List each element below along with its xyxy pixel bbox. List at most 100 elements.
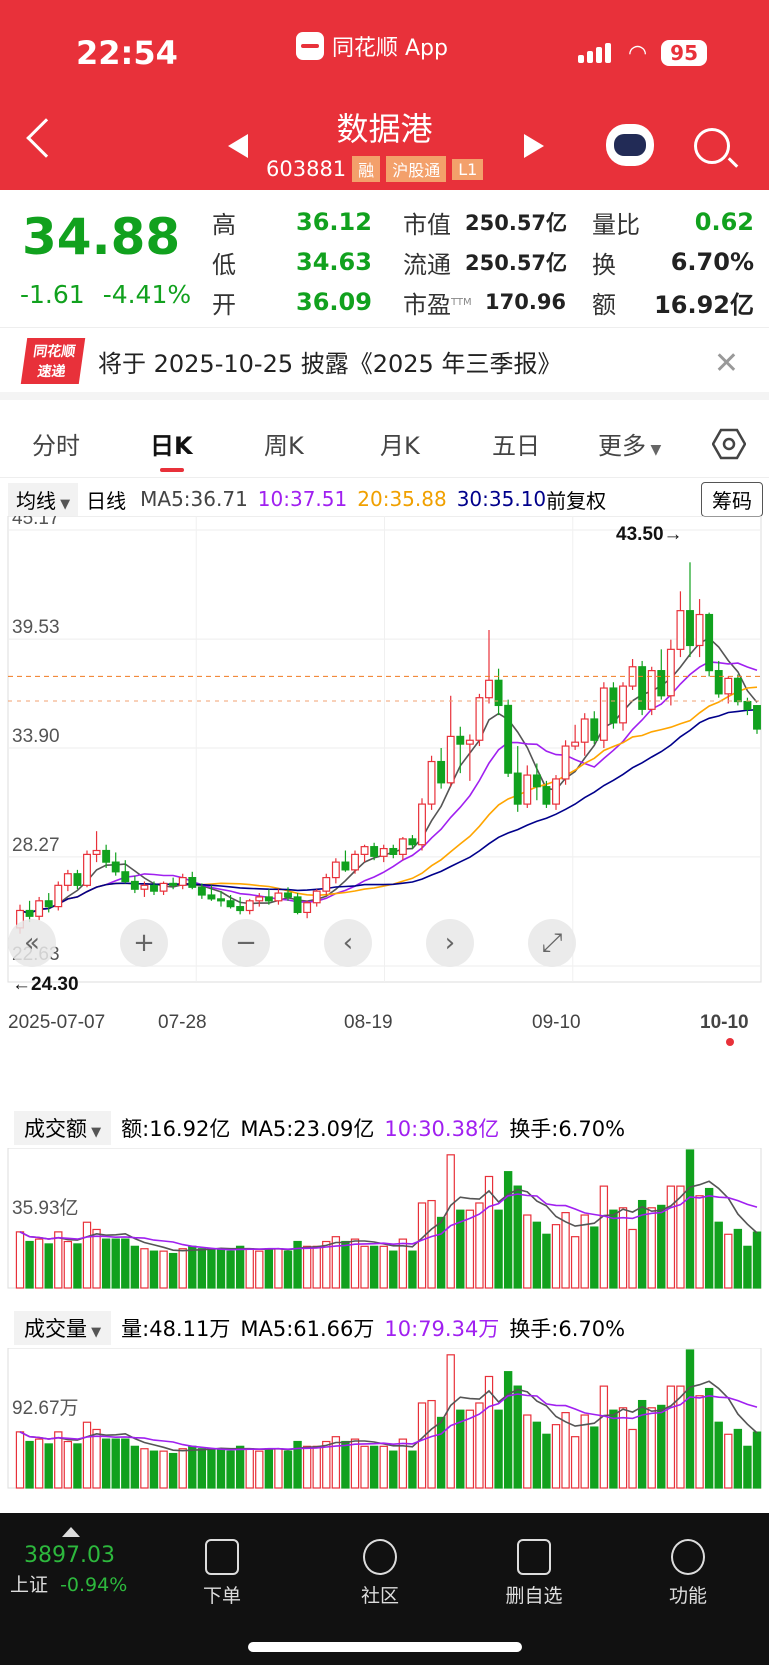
chart-control-button — [528, 919, 576, 967]
chart-control-button — [324, 919, 372, 967]
order-icon — [205, 1539, 239, 1575]
nav-functions[interactable]: 功能 — [648, 1539, 728, 1608]
candle-body — [150, 884, 158, 892]
chips-button[interactable]: 筹码 — [701, 482, 763, 517]
nav-remove-watchlist[interactable]: 删自选 — [494, 1539, 574, 1608]
volume-bar — [15, 1231, 25, 1289]
candle-body — [83, 853, 91, 886]
volume-bar — [523, 1414, 532, 1489]
chart-control-icon: − — [235, 928, 257, 958]
current-price: 34.88 — [22, 208, 181, 266]
volume-bar — [494, 1209, 503, 1289]
robot-assistant-icon[interactable] — [606, 124, 654, 166]
dropdown-arrow-icon: ▼ — [646, 442, 662, 458]
x-axis-label: 09-10 — [532, 1012, 581, 1033]
turnover-chart: 35.93亿 — [7, 1148, 762, 1289]
volume-bar — [695, 1395, 704, 1489]
x-axis-label: 2025-07-07 — [8, 1012, 105, 1033]
quote-col-2: 市值 250.57亿 流通 250.57亿 市盈 TTM 170.96 — [403, 202, 567, 322]
volume-bar — [733, 1428, 743, 1489]
chart-control-icon: ⤢ — [542, 928, 563, 958]
volume-bar — [714, 1221, 723, 1289]
tab-five-day[interactable]: 五日 — [492, 432, 540, 460]
volume-bar — [676, 1185, 685, 1289]
volume-bar — [235, 1445, 245, 1489]
ma-selector[interactable]: 均线 ▼ — [8, 482, 79, 516]
adjust-label[interactable]: 前复权 — [546, 488, 607, 513]
candle-body — [686, 610, 694, 647]
search-icon[interactable] — [694, 128, 730, 164]
tab-daily-k[interactable]: 日K — [150, 432, 193, 460]
ma-selector-label: 均线 — [16, 488, 56, 513]
volume-bar — [456, 1409, 465, 1489]
volume-bar — [752, 1231, 762, 1289]
current-day-dot — [726, 1038, 734, 1046]
volume-bar — [599, 1385, 609, 1489]
volume-bar — [341, 1240, 350, 1289]
candle-body — [475, 697, 484, 741]
volume-ma10-line — [19, 1393, 758, 1451]
tag-connect: 沪股通 — [386, 156, 447, 182]
volume-bar — [580, 1414, 589, 1489]
candle-body — [599, 687, 608, 741]
volume-bar — [302, 1445, 312, 1489]
volume-bar — [216, 1248, 226, 1289]
index-widget[interactable]: 3897.03 上证 -0.94% — [10, 1527, 127, 1597]
volume-bar — [255, 1250, 264, 1289]
volume-bar — [322, 1440, 331, 1489]
tab-weekly-k[interactable]: 周K — [264, 432, 304, 460]
volume-bar — [34, 1438, 44, 1489]
volume-bar — [637, 1399, 647, 1489]
nav-order-label: 下单 — [202, 1585, 241, 1607]
notice-banner[interactable]: 同花顺 速递 将于 2025-10-25 披露《2025 年三季报》 ✕ — [0, 330, 769, 400]
vol-ratio-label: 量比 — [592, 210, 640, 239]
close-icon[interactable]: ✕ — [713, 346, 739, 381]
volume-bar — [704, 1187, 714, 1289]
volume-bar — [475, 1402, 484, 1489]
volume-bar — [561, 1412, 570, 1489]
volume-bar — [427, 1399, 436, 1489]
candle-body — [542, 786, 551, 805]
ma20-value: 20:35.88 — [357, 487, 447, 511]
nav-community[interactable]: 社区 — [340, 1539, 420, 1608]
kline-chart[interactable]: 45.1739.5333.9028.2722.6343.50→←24.30«+−… — [0, 516, 769, 1046]
status-app-indicator[interactable]: 同花顺 App — [296, 30, 448, 62]
volume-selector[interactable]: 成交量 ▼ — [14, 1311, 112, 1345]
candle-body — [159, 882, 168, 892]
volume-rate: 换手:6.70% — [509, 1317, 626, 1341]
chart-tabs: 分时 日K 周K 月K 五日 更多 ▼ — [0, 408, 769, 478]
volume-bar — [484, 1375, 494, 1489]
turnover-selector[interactable]: 成交额 ▼ — [14, 1111, 112, 1145]
prev-stock-icon[interactable] — [228, 134, 248, 158]
volume-bar — [551, 1424, 561, 1489]
volume-bar — [207, 1448, 216, 1489]
tab-intraday[interactable]: 分时 — [32, 432, 80, 460]
volume-bar — [666, 1185, 676, 1289]
volume-bar — [398, 1238, 408, 1289]
volume-bar — [15, 1431, 25, 1489]
settings-icon[interactable] — [712, 428, 746, 460]
candle-body — [465, 739, 474, 745]
volume-bar — [264, 1448, 274, 1489]
ma5-line — [19, 637, 758, 915]
up-triangle-icon — [62, 1527, 80, 1537]
y-axis-label: 45.17 — [12, 516, 60, 529]
candle-body — [724, 677, 733, 695]
volume-bar — [733, 1228, 743, 1289]
volume-bar — [417, 1202, 427, 1289]
y-axis-label: 28.27 — [12, 835, 60, 856]
volume-ma10: 10:79.34万 — [384, 1317, 500, 1341]
candle-body — [676, 610, 685, 650]
candle-body — [638, 666, 647, 710]
battery-icon: 95 — [661, 40, 707, 66]
x-axis-label: 08-19 — [344, 1012, 393, 1033]
volume-bar — [25, 1440, 34, 1489]
tab-monthly-k[interactable]: 月K — [380, 432, 420, 460]
candle-body — [571, 741, 580, 747]
y-axis-label: 33.90 — [12, 726, 60, 747]
tab-more[interactable]: 更多 ▼ — [598, 426, 661, 461]
nav-order[interactable]: 下单 — [182, 1539, 262, 1608]
volume-bar — [111, 1438, 120, 1489]
next-stock-icon[interactable] — [524, 134, 544, 158]
dropdown-arrow-icon: ▼ — [87, 1125, 102, 1140]
